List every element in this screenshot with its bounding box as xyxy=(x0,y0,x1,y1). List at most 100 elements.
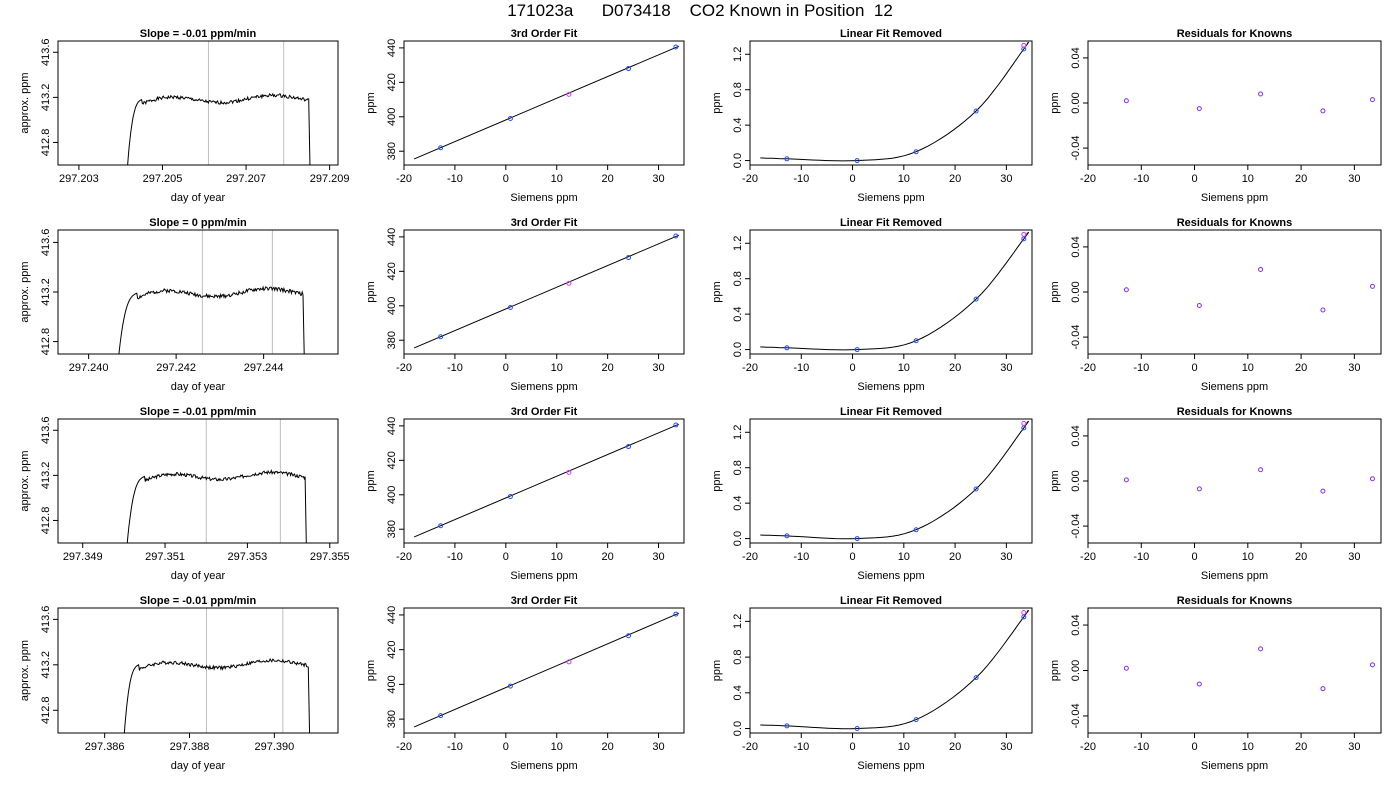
y-tick-label: 0.4 xyxy=(732,117,744,132)
x-tick-label: -20 xyxy=(396,173,412,185)
y-axis: 380 400 420 440 ppm xyxy=(365,417,404,538)
x-axis: -20 -10 0 10 20 30 Siemens ppm xyxy=(742,733,1012,772)
panel-fit-row4: 3rd Order Fit -20 -10 0 10 20 30 Siemens ppm 380… xyxy=(365,595,685,772)
y-tick-label: 0.0 xyxy=(732,721,744,736)
y-axis-label: ppm xyxy=(711,92,723,113)
y-tick-label: 412.8 xyxy=(40,328,52,356)
x-tick-label: 0 xyxy=(503,173,509,185)
fit-line xyxy=(413,234,680,349)
data-point-secondary xyxy=(1021,42,1027,48)
fit-line xyxy=(413,423,680,538)
x-tick-label: -20 xyxy=(742,173,758,185)
plot-area xyxy=(126,419,307,543)
y-axis-label: ppm xyxy=(365,92,377,113)
y-tick-label: 0.00 xyxy=(1070,470,1082,491)
x-tick-label: 0 xyxy=(849,362,855,374)
plot-frame xyxy=(403,418,685,544)
y-tick-label: 413.6 xyxy=(40,417,52,445)
x-axis-label: Siemens ppm xyxy=(857,381,924,393)
data-point xyxy=(913,717,919,723)
plot-frame xyxy=(57,607,339,734)
data-point xyxy=(566,659,572,665)
y-tick-label: 400 xyxy=(386,675,398,693)
panel-fit-row3: 3rd Order Fit -20 -10 0 10 20 30 Siemens ppm 380… xyxy=(365,406,685,582)
x-tick-label: 10 xyxy=(898,173,910,185)
x-axis: -20 -10 0 10 20 30 Siemens ppm xyxy=(396,543,665,582)
plot-frame xyxy=(749,418,1033,544)
plot-frame xyxy=(1087,229,1382,355)
x-tick-label: 10 xyxy=(551,173,563,185)
x-tick-label: -20 xyxy=(742,551,758,563)
x-axis-label: day of year xyxy=(171,570,226,582)
panel-title: Slope = -0.01 ppm/min xyxy=(140,595,257,607)
x-tick-label: -10 xyxy=(447,173,463,185)
y-tick-label: 400 xyxy=(386,108,398,126)
data-point-secondary xyxy=(1021,420,1027,426)
fit-line xyxy=(413,612,680,728)
x-tick-label: 30 xyxy=(1000,741,1012,753)
plot-area xyxy=(760,41,1030,164)
data-point xyxy=(438,523,444,529)
y-axis-label: ppm xyxy=(711,660,723,681)
panel-title: Residuals for Knowns xyxy=(1177,28,1293,40)
residual-point xyxy=(1258,467,1264,473)
residual-point xyxy=(1369,97,1375,103)
concentration-trace xyxy=(126,468,307,543)
x-tick-label: 297.240 xyxy=(69,362,109,374)
x-tick-label: -10 xyxy=(793,362,809,374)
y-tick-label: 412.8 xyxy=(40,697,52,725)
x-tick-label: 0 xyxy=(1191,362,1197,374)
y-axis-label: ppm xyxy=(1049,470,1061,491)
x-axis: 297.240 297.242 297.244 day of year xyxy=(69,354,284,393)
x-axis: -20 -10 0 10 20 30 Siemens ppm xyxy=(742,543,1012,582)
x-axis-label: Siemens ppm xyxy=(1201,192,1268,204)
panel-title: Slope = -0.01 ppm/min xyxy=(140,28,257,40)
x-tick-label: -10 xyxy=(447,741,463,753)
plot-area xyxy=(1123,467,1375,494)
x-axis-label: Siemens ppm xyxy=(1201,570,1268,582)
y-tick-label: 400 xyxy=(386,297,398,315)
data-point xyxy=(566,280,572,286)
x-tick-label: -20 xyxy=(1080,741,1096,753)
x-tick-label: 10 xyxy=(551,362,563,374)
y-tick-label: 0.04 xyxy=(1070,47,1082,68)
x-tick-label: 297.388 xyxy=(170,741,210,753)
plot-frame xyxy=(403,40,685,166)
plot-frame xyxy=(403,229,685,355)
x-axis-label: Siemens ppm xyxy=(1201,760,1268,772)
x-tick-label: 30 xyxy=(652,173,664,185)
y-tick-label: 380 xyxy=(386,331,398,349)
x-tick-label: 0 xyxy=(1191,551,1197,563)
plot-area xyxy=(1123,646,1375,692)
y-axis-label: ppm xyxy=(365,281,377,302)
x-tick-label: 20 xyxy=(602,741,614,753)
data-point xyxy=(673,44,679,50)
x-tick-label: -10 xyxy=(1133,551,1149,563)
y-tick-label: 413.2 xyxy=(40,462,52,490)
y-tick-label: 0.0 xyxy=(732,531,744,546)
data-point xyxy=(626,66,632,72)
panel-residuals-row3: Residuals for Knowns -20 -10 0 10 20 30 Siemens… xyxy=(1049,406,1382,582)
plot-area xyxy=(760,420,1030,542)
residual-point xyxy=(1123,98,1129,104)
plot-frame xyxy=(749,607,1033,734)
plot-frame xyxy=(57,40,339,166)
y-axis: 0.0 0.4 0.8 1.2 ppm xyxy=(711,614,750,736)
plot-area xyxy=(413,44,680,160)
x-axis: -20 -10 0 10 20 30 Siemens ppm xyxy=(1080,733,1360,772)
x-axis: -20 -10 0 10 20 30 Siemens ppm xyxy=(742,354,1012,393)
y-axis: -0.04 0.00 0.04 ppm xyxy=(1049,425,1088,539)
panel-fit-row1: 3rd Order Fit -20 -10 0 10 20 30 Siemens ppm 380… xyxy=(365,28,685,204)
x-axis: -20 -10 0 10 20 30 Siemens ppm xyxy=(1080,543,1360,582)
y-tick-label: 0.4 xyxy=(732,306,744,321)
x-axis-label: day of year xyxy=(171,760,226,772)
y-axis-label: approx. ppm xyxy=(19,450,31,511)
x-tick-label: 30 xyxy=(652,551,664,563)
y-axis: 380 400 420 440 ppm xyxy=(365,606,404,728)
x-tick-label: 20 xyxy=(949,741,961,753)
y-axis: -0.04 0.00 0.04 ppm xyxy=(1049,47,1088,161)
x-axis-label: Siemens ppm xyxy=(510,570,577,582)
data-point xyxy=(626,255,632,261)
x-tick-label: 0 xyxy=(849,551,855,563)
residual-point xyxy=(1196,486,1202,492)
